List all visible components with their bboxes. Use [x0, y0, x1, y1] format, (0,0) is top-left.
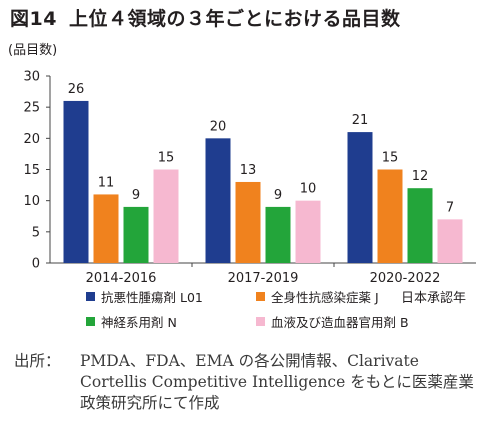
bar-value-label: 12 [412, 169, 429, 184]
approval-year-note: 日本承認年 [401, 290, 466, 306]
y-tick-label: 25 [23, 101, 40, 116]
source-note: 出所： PMDA、FDA、EMA の各公開情報、Clarivate Cortel… [14, 351, 488, 414]
x-tick-label: 2014-2016 [86, 271, 157, 286]
bar [63, 100, 89, 263]
bar-value-label: 21 [352, 113, 369, 128]
legend-swatch [86, 292, 95, 301]
figure-title: 図14 上位４領域の３年ごとにおける品目数 [10, 4, 400, 31]
bar [295, 200, 321, 263]
bar [153, 169, 179, 263]
chart-legend: 抗悪性腫瘍剤 L01 全身性抗感染症薬 J 神経系用剤 N 血液及び造血器官用剤 B [86, 290, 409, 330]
legend-label: 神経系用剤 N [101, 315, 177, 330]
bar-value-label: 9 [274, 188, 282, 203]
bar [93, 194, 119, 263]
bar [407, 188, 433, 263]
figure-title-text: 上位４領域の３年ごとにおける品目数 [68, 8, 401, 30]
bar [123, 206, 149, 263]
legend-label: 血液及び造血器官用剤 B [271, 315, 409, 330]
y-tick-label: 15 [23, 163, 40, 178]
bar-value-label: 26 [68, 82, 85, 97]
bar-value-label: 20 [210, 119, 227, 134]
chart-axes: 0 5 10 15 20 25 30 2014-2016 2017-2019 2020-2022 [23, 70, 476, 286]
bar-value-label: 7 [446, 200, 454, 215]
source-text: PMDA、FDA、EMA の各公開情報、Clarivate Cortellis … [80, 352, 474, 412]
y-tick-label: 10 [23, 194, 40, 209]
source-label: 出所： [14, 352, 61, 370]
y-tick-label: 5 [32, 225, 40, 240]
y-tick-label: 30 [23, 70, 40, 85]
legend-swatch [256, 292, 265, 301]
legend-label: 全身性抗感染症薬 J [271, 290, 379, 305]
chart-data-labels: 26 11 9 15 20 13 9 10 21 15 12 7 [68, 82, 454, 215]
chart-bars [63, 100, 463, 263]
bar [437, 219, 463, 263]
bar-value-label: 10 [300, 182, 317, 197]
y-tick-label: 0 [32, 257, 40, 272]
figure-label: 図14 [10, 8, 57, 30]
x-tick-label: 2017-2019 [228, 271, 299, 286]
bar-value-label: 15 [158, 151, 175, 166]
bar-value-label: 9 [132, 188, 140, 203]
legend-swatch [256, 317, 265, 326]
x-tick-label: 2020-2022 [370, 271, 441, 286]
bar-value-label: 11 [98, 175, 115, 190]
bar [205, 138, 231, 263]
y-axis-title: (品目数) [8, 43, 57, 58]
bar [347, 132, 373, 263]
legend-label: 抗悪性腫瘍剤 L01 [101, 290, 203, 305]
bar [265, 206, 291, 263]
bar-value-label: 13 [240, 163, 257, 178]
y-tick-label: 20 [23, 132, 40, 147]
bar [235, 181, 261, 263]
bar [377, 169, 403, 263]
legend-swatch [86, 317, 95, 326]
bar-value-label: 15 [382, 151, 399, 166]
